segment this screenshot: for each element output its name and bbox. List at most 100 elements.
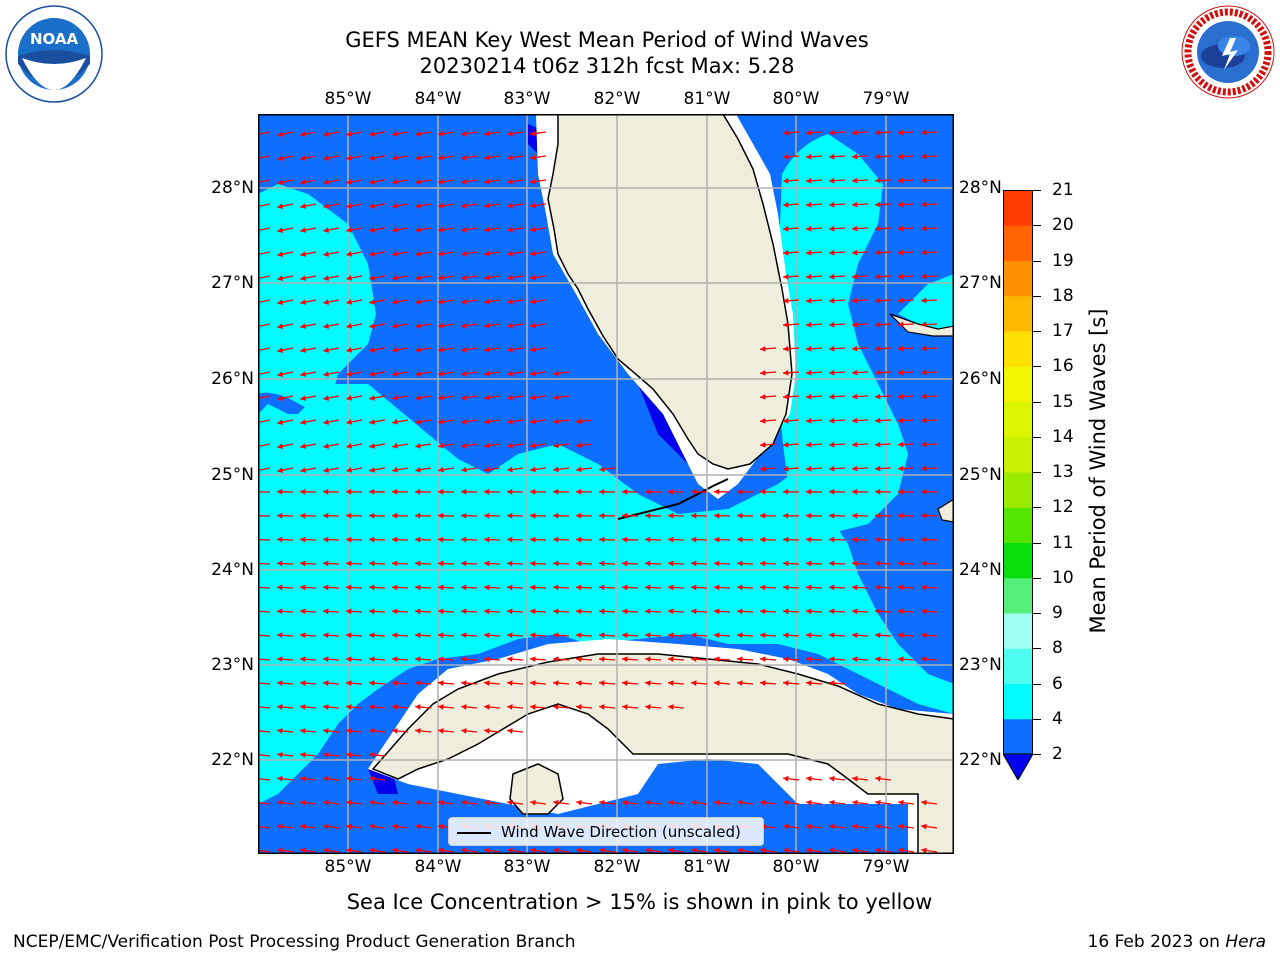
wave-direction-arrow	[667, 656, 685, 663]
wave-direction-arrow	[438, 466, 455, 473]
map-border	[258, 114, 954, 854]
wave-direction-arrow	[598, 632, 616, 639]
wave-direction-arrow	[898, 823, 915, 830]
wave-direction-arrow	[506, 536, 524, 543]
wave-direction-arrow	[460, 488, 478, 495]
wave-direction-arrow	[369, 395, 386, 401]
wave-direction-arrow	[645, 847, 662, 854]
wave-direction-arrow	[851, 465, 869, 472]
wave-direction-arrow	[805, 441, 823, 448]
wave-direction-arrow	[507, 394, 524, 401]
wave-direction-arrow	[737, 799, 754, 806]
wave-direction-arrow	[369, 275, 386, 281]
wave-direction-arrow	[897, 177, 915, 184]
wave-direction-arrow	[622, 680, 639, 686]
wave-direction-arrow	[874, 584, 892, 591]
wave-direction-arrow	[668, 799, 685, 806]
wave-direction-arrow	[920, 656, 938, 663]
wave-direction-arrow	[391, 512, 409, 519]
wave-direction-arrow	[346, 799, 363, 806]
colorbar-tick-mark	[1033, 613, 1041, 614]
wave-direction-arrow	[322, 512, 340, 519]
wave-direction-arrow	[438, 442, 455, 449]
wave-direction-arrow	[507, 704, 524, 710]
wave-direction-arrow	[369, 847, 386, 854]
wave-direction-arrow	[714, 847, 731, 854]
wave-direction-arrow	[805, 560, 823, 567]
wave-direction-arrow	[391, 632, 409, 639]
wave-direction-arrow	[737, 847, 754, 854]
wave-direction-arrow	[277, 467, 294, 473]
colorbar	[1003, 190, 1033, 780]
wave-direction-arrow	[805, 201, 823, 208]
wave-direction-arrow	[805, 369, 823, 376]
wave-direction-arrow	[828, 249, 846, 256]
wave-direction-arrow	[782, 560, 800, 567]
wave-direction-arrow	[484, 130, 501, 137]
wave-direction-arrow	[483, 512, 501, 519]
wave-direction-arrow	[920, 249, 938, 256]
wave-direction-arrow	[369, 131, 386, 137]
wave-direction-arrow	[345, 560, 363, 567]
wave-direction-arrow	[736, 488, 754, 495]
lon-label-top: 81°W	[683, 89, 731, 109]
wave-direction-arrow	[553, 442, 570, 449]
wave-direction-arrow	[345, 632, 363, 639]
wave-direction-arrow	[598, 560, 616, 567]
wave-direction-arrow	[851, 153, 869, 160]
wave-direction-arrow	[415, 442, 432, 449]
wave-direction-arrow	[644, 608, 662, 615]
wave-direction-arrow	[438, 799, 455, 806]
wave-direction-arrow	[369, 203, 386, 209]
wave-direction-arrow	[277, 704, 294, 710]
wave-direction-arrow	[598, 584, 616, 591]
wave-direction-arrow	[736, 656, 754, 663]
lat-label-right: 24°N	[959, 560, 1002, 580]
wave-direction-arrow	[276, 608, 294, 615]
wave-direction-arrow	[874, 321, 892, 328]
wave-direction-arrow	[437, 656, 455, 663]
chart-subtitle: 20230214 t06z 312h fcst Max: 5.28	[419, 54, 795, 78]
wave-direction-arrow	[897, 345, 915, 352]
wave-direction-arrow	[736, 512, 754, 519]
wave-direction-arrow	[323, 347, 340, 353]
wave-direction-arrow	[346, 443, 363, 449]
wave-direction-arrow	[759, 560, 777, 567]
lon-label-top: 85°W	[324, 89, 372, 109]
wave-direction-arrow	[507, 178, 524, 185]
wave-direction-arrow	[277, 251, 294, 257]
wave-direction-arrow	[277, 131, 294, 137]
wave-direction-arrow	[875, 823, 892, 830]
wave-direction-arrow	[575, 584, 593, 591]
wave-direction-arrow	[346, 704, 363, 710]
wave-direction-arrow	[460, 632, 478, 639]
wave-direction-arrow	[346, 395, 363, 401]
wave-direction-arrow	[299, 608, 317, 615]
wave-direction-arrow	[920, 345, 938, 352]
wave-direction-arrow	[461, 154, 478, 161]
wave-direction-arrow	[414, 584, 432, 591]
wave-direction-arrow	[782, 584, 800, 591]
wave-direction-arrow	[920, 608, 938, 615]
wave-direction-arrow	[415, 226, 432, 233]
lon-label-top: 79°W	[862, 89, 910, 109]
wave-direction-arrow	[667, 512, 685, 519]
wave-direction-arrow	[553, 370, 570, 377]
colorbar-segment	[1003, 366, 1033, 402]
wave-direction-arrow	[805, 536, 823, 543]
wave-direction-arrow	[920, 369, 938, 376]
wave-direction-arrow	[530, 394, 547, 401]
wave-direction-arrow	[576, 466, 593, 473]
wave-direction-arrow	[277, 347, 294, 353]
wave-direction-arrow	[782, 153, 800, 160]
wave-direction-arrow	[552, 560, 570, 567]
colorbar-segment	[1003, 542, 1033, 579]
wave-direction-arrow	[621, 608, 639, 615]
wave-direction-arrow	[851, 536, 869, 543]
wave-direction-arrow	[782, 201, 800, 208]
wave-direction-arrow	[851, 441, 869, 448]
wave-direction-arrow	[599, 680, 616, 686]
wave-direction-arrow	[277, 728, 294, 734]
wave-direction-arrow	[507, 250, 524, 257]
wave-direction-arrow	[415, 799, 432, 806]
